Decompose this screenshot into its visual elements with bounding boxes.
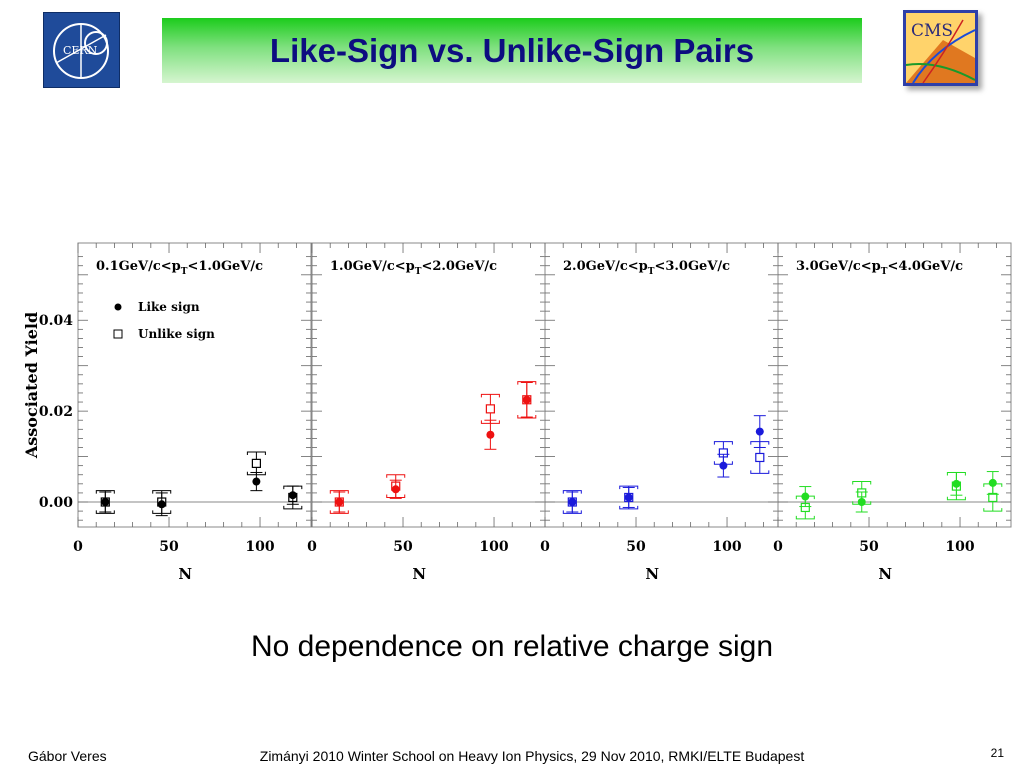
x-axis-label: N: [645, 565, 659, 583]
unlike-sign-bracket: [480, 393, 500, 398]
panel-label: 3.0GeV/c<pT<4.0GeV/c: [796, 259, 963, 277]
like-sign-marker: [801, 492, 810, 501]
like-sign-marker: [719, 461, 728, 470]
like-sign-marker: [522, 395, 531, 404]
like-sign-marker: [952, 479, 961, 488]
like-sign-marker: [101, 498, 110, 507]
cern-logo-text: CERN: [63, 44, 98, 57]
x-tick-label: 0: [307, 539, 317, 555]
unlike-sign-bracket: [246, 451, 266, 456]
slide-title: Like-Sign vs. Unlike-Sign Pairs: [269, 31, 755, 69]
chart-area: Associated Yield 0.00 0.02 0.04 0 50 100 N 0.1Ge…: [0, 230, 1024, 590]
x-tick-label: 50: [159, 539, 179, 555]
legend-unlike-marker: [113, 329, 123, 339]
like-sign-marker: [568, 498, 577, 507]
x-tick-label: 0: [540, 539, 550, 555]
x-tick-label: 100: [245, 539, 274, 555]
unlike-sign-bracket: [795, 515, 815, 520]
footer-page-number: 21: [990, 746, 1004, 760]
chart: Associated Yield 0.00 0.02 0.04 0 50 100 N 0.1Ge…: [22, 242, 1012, 583]
unlike-sign-bracket: [750, 470, 770, 474]
y-tick-label: 0.00: [39, 495, 73, 511]
x-tick-label: 100: [945, 539, 974, 555]
y-tick-label: 0.02: [39, 404, 73, 420]
x-axis-label: N: [878, 565, 892, 583]
x-axis-label: N: [412, 565, 426, 583]
cms-logo-text: CMS: [911, 21, 953, 41]
x-tick-label: 0: [73, 539, 83, 555]
like-sign-marker: [157, 500, 166, 509]
panel-label: 0.1GeV/c<pT<1.0GeV/c: [96, 259, 263, 277]
unlike-sign-marker: [485, 404, 495, 414]
legend-unlike-label: Unlike sign: [138, 327, 215, 341]
x-tick-label: 100: [479, 539, 508, 555]
cern-logo: CERN: [43, 12, 120, 88]
legend-like-marker: [114, 303, 122, 311]
panel-frame: [311, 242, 546, 528]
like-sign-marker: [988, 478, 997, 487]
panel-frame: [544, 242, 779, 528]
slide-subtitle: No dependence on relative charge sign: [250, 630, 774, 663]
x-tick-label: 0: [773, 539, 783, 555]
like-sign-marker: [391, 485, 400, 494]
panel-label: 2.0GeV/c<pT<3.0GeV/c: [563, 259, 730, 277]
y-axis-label: Associated Yield: [22, 312, 41, 459]
x-tick-label: 100: [712, 539, 741, 555]
x-tick-label: 50: [626, 539, 646, 555]
x-tick-label: 50: [393, 539, 413, 555]
like-sign-marker: [288, 491, 297, 500]
unlike-sign-bracket: [386, 474, 406, 478]
x-tick-label: 50: [859, 539, 879, 555]
panel-frame: [77, 242, 312, 528]
like-sign-marker: [857, 498, 866, 507]
footer-event: Zimányi 2010 Winter School on Heavy Ion …: [259, 748, 805, 764]
cms-logo: CMS: [903, 10, 978, 86]
footer-author: Gábor Veres: [28, 748, 107, 764]
unlike-sign-marker: [251, 458, 261, 468]
legend-like-label: Like sign: [138, 300, 200, 314]
like-sign-marker: [486, 430, 495, 439]
like-sign-marker: [624, 493, 633, 502]
title-bar: Like-Sign vs. Unlike-Sign Pairs: [162, 18, 862, 83]
panel-frame: [777, 242, 1012, 528]
unlike-sign-marker: [755, 452, 765, 463]
like-sign-marker: [335, 498, 344, 507]
like-sign-marker: [755, 427, 764, 436]
y-tick-label: 0.04: [39, 313, 73, 329]
like-sign-marker: [252, 477, 261, 486]
x-axis-label: N: [178, 565, 192, 583]
panel-label: 1.0GeV/c<pT<2.0GeV/c: [330, 259, 497, 277]
